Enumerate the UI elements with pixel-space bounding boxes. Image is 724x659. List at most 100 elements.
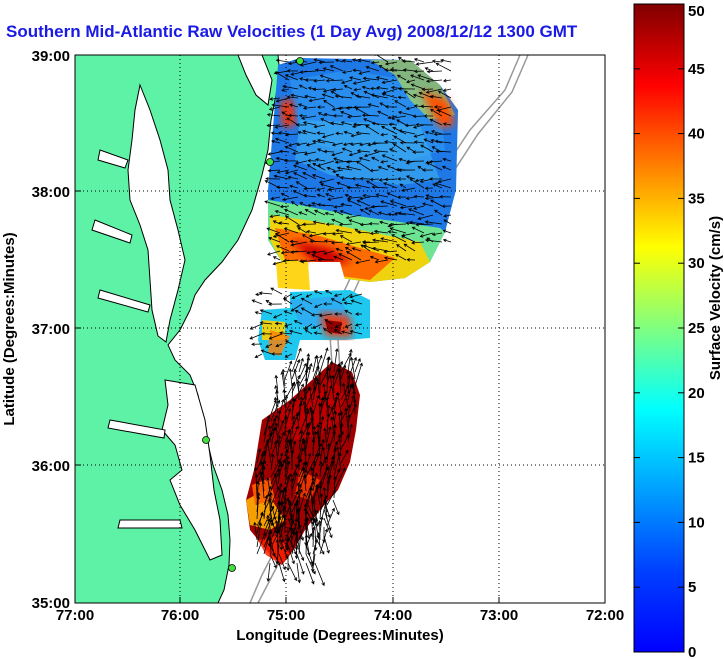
velocity-arrow bbox=[318, 371, 322, 394]
velocity-arrow bbox=[331, 232, 344, 236]
colorbar-tick-label: 10 bbox=[688, 514, 705, 531]
velocity-arrow bbox=[345, 165, 362, 171]
velocity-arrow bbox=[394, 100, 407, 108]
velocity-arrow bbox=[437, 178, 452, 184]
y-tick-label: 35:00 bbox=[32, 595, 70, 612]
velocity-arrow bbox=[354, 357, 361, 373]
x-tick-label: 74:00 bbox=[374, 607, 412, 624]
velocity-arrow bbox=[380, 160, 389, 164]
velocity-arrow bbox=[397, 110, 416, 117]
velocity-arrow bbox=[442, 229, 452, 234]
velocity-arrow bbox=[370, 204, 389, 209]
velocity-arrow bbox=[321, 446, 328, 471]
velocity-arrow bbox=[270, 196, 281, 201]
velocity-arrow bbox=[381, 92, 398, 99]
velocity-arrow bbox=[293, 320, 303, 325]
velocity-arrow bbox=[413, 194, 425, 199]
velocity-arrow bbox=[329, 65, 344, 72]
velocity-arrow bbox=[290, 241, 308, 247]
velocity-arrow bbox=[304, 209, 317, 216]
velocity-arrow bbox=[398, 129, 416, 135]
velocity-arrow bbox=[303, 151, 317, 156]
velocity-arrow bbox=[291, 383, 304, 408]
velocity-arrow bbox=[426, 69, 443, 74]
velocity-arrow bbox=[357, 58, 371, 63]
velocity-arrow bbox=[330, 406, 335, 422]
velocity-arrow bbox=[302, 106, 317, 110]
x-tick-label: 76:00 bbox=[161, 607, 199, 624]
velocity-arrow bbox=[344, 309, 353, 315]
velocity-arrow bbox=[381, 125, 398, 135]
velocity-arrow bbox=[443, 219, 452, 225]
velocity-arrow bbox=[305, 407, 309, 429]
velocity-arrow bbox=[434, 209, 443, 216]
velocity-arrow bbox=[311, 323, 323, 329]
velocity-arrow bbox=[369, 231, 380, 236]
velocity-arrow bbox=[442, 88, 452, 92]
velocity-arrow bbox=[280, 192, 290, 198]
velocity-arrow bbox=[267, 168, 281, 173]
velocity-arrow bbox=[384, 177, 398, 182]
velocity-arrow bbox=[287, 544, 295, 565]
velocity-arrow bbox=[311, 173, 326, 180]
velocity-arrow bbox=[396, 244, 407, 252]
velocity-arrow bbox=[389, 227, 407, 234]
velocity-arrow bbox=[355, 131, 371, 135]
velocity-arrow bbox=[413, 69, 425, 74]
velocity-arrow bbox=[429, 177, 442, 181]
velocity-arrow bbox=[404, 123, 416, 128]
velocity-arrow bbox=[312, 394, 320, 415]
velocity-arrow bbox=[297, 507, 301, 527]
y-tick-label: 38:00 bbox=[32, 184, 70, 201]
velocity-arrow bbox=[386, 192, 398, 198]
map-title: Southern Mid-Atlantic Raw Velocities (1 … bbox=[6, 22, 578, 41]
velocity-arrow bbox=[412, 114, 425, 119]
pamlico-inlet bbox=[117, 519, 183, 529]
velocity-arrow bbox=[266, 113, 281, 117]
velocity-arrow bbox=[288, 103, 299, 108]
velocity-arrow bbox=[359, 196, 371, 201]
velocity-arrow bbox=[377, 166, 389, 171]
velocity-arrow bbox=[261, 331, 273, 336]
velocity-arrow bbox=[349, 142, 362, 146]
velocity-arrow bbox=[344, 247, 353, 252]
velocity-arrow bbox=[326, 166, 335, 171]
velocity-arrow bbox=[346, 199, 362, 207]
velocity-arrow bbox=[281, 88, 290, 92]
velocity-arrow bbox=[312, 365, 320, 387]
velocity-arrow bbox=[301, 222, 317, 227]
velocity-arrow bbox=[406, 159, 425, 164]
velocity-arrow bbox=[384, 140, 398, 144]
velocity-arrow bbox=[291, 293, 303, 299]
velocity-arrow bbox=[269, 214, 281, 218]
velocity-arrow bbox=[387, 115, 398, 120]
velocity-arrow bbox=[412, 124, 425, 129]
velocity-arrow bbox=[406, 146, 416, 153]
velocity-arrow bbox=[362, 76, 380, 81]
velocity-arrow bbox=[263, 485, 272, 506]
velocity-arrow bbox=[347, 413, 351, 436]
velocity-arrow bbox=[305, 293, 313, 298]
velocity-arrow bbox=[318, 313, 333, 318]
velocity-arrow bbox=[332, 87, 344, 92]
plot-frame bbox=[74, 54, 606, 604]
velocity-arrow bbox=[434, 139, 452, 144]
velocity-arrow bbox=[391, 234, 407, 243]
velocity-arrow bbox=[365, 65, 380, 72]
velocity-arrow bbox=[351, 176, 362, 181]
velocity-arrow bbox=[313, 58, 326, 63]
velocity-arrow bbox=[302, 193, 317, 198]
velocity-arrow bbox=[347, 423, 353, 443]
velocity-arrow bbox=[424, 130, 434, 135]
velocity-arrow bbox=[369, 255, 380, 261]
velocity-arrow bbox=[392, 143, 407, 153]
velocity-arrow bbox=[309, 408, 314, 436]
velocity-arrow bbox=[299, 70, 317, 74]
velocity-arrow bbox=[408, 208, 425, 216]
velocity-arrow bbox=[282, 388, 286, 408]
velocity-arrow bbox=[415, 222, 434, 227]
velocity-arrow bbox=[284, 74, 299, 81]
velocity-arrow bbox=[273, 174, 290, 180]
